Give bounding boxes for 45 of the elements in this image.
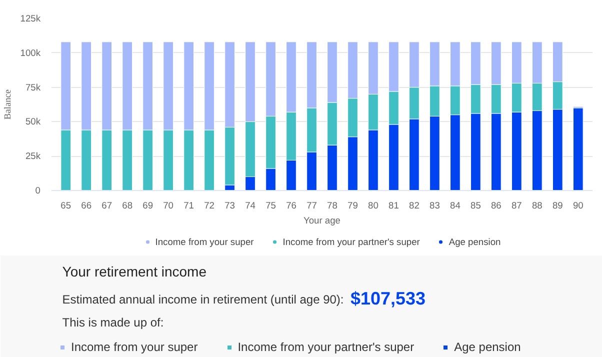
- legend-label: Income from your partner's super: [282, 236, 420, 246]
- x-tick-label: 81: [388, 200, 399, 210]
- text: Income from your partner's super: [238, 340, 414, 354]
- x-tick-label: 82: [409, 200, 420, 210]
- x-tick-label: 90: [572, 200, 584, 210]
- text: Income from your super: [71, 340, 198, 354]
- x-tick-label: 69: [142, 200, 154, 210]
- x-tick-label: 78: [327, 200, 338, 210]
- x-tick-label: 89: [552, 200, 563, 210]
- x-tick-label: 72: [204, 200, 214, 210]
- x-axis-title: Your age: [304, 216, 341, 226]
- text: Age pension: [454, 340, 521, 354]
- x-tick-label: 88: [532, 200, 542, 210]
- y-tick-label: 0: [35, 186, 41, 196]
- legend-label: Income from your super: [155, 236, 254, 246]
- x-tick-label: 75: [266, 200, 276, 210]
- y-tick-label: 25k: [25, 151, 41, 162]
- x-tick-label: 79: [348, 200, 358, 210]
- x-tick-label: 77: [306, 200, 317, 210]
- legend-label: Age pension: [448, 236, 501, 246]
- x-tick-label: 68: [122, 200, 133, 210]
- x-tick-label: 84: [450, 200, 460, 210]
- x-tick-label: 71: [184, 200, 194, 210]
- x-tick-label: 70: [163, 200, 174, 210]
- y-tick-label: 75k: [25, 82, 41, 92]
- x-tick-label: 73: [224, 200, 235, 210]
- x-tick-label: 83: [430, 200, 440, 210]
- x-tick-label: 65: [60, 200, 72, 210]
- y-tick-label: 50k: [25, 116, 41, 127]
- x-tick-label: 74: [245, 200, 256, 210]
- y-axis-title: Balance: [3, 89, 14, 120]
- text: This is made up of:: [62, 316, 164, 330]
- x-tick-label: 66: [81, 200, 92, 210]
- x-tick-label: 85: [470, 200, 481, 210]
- text: $107,533: [350, 288, 426, 308]
- x-tick-label: 76: [286, 200, 296, 210]
- x-tick-label: 86: [491, 200, 502, 210]
- x-tick-label: 87: [511, 200, 522, 210]
- text: Your retirement income: [62, 264, 207, 280]
- y-tick-label: 125k: [20, 14, 41, 24]
- text: Estimated annual income in retirement (until age 90):: [62, 292, 344, 306]
- y-tick-label: 100k: [20, 48, 41, 58]
- bar: [572, 108, 584, 190]
- x-tick-label: 80: [368, 200, 378, 210]
- x-tick-label: 67: [102, 200, 112, 210]
